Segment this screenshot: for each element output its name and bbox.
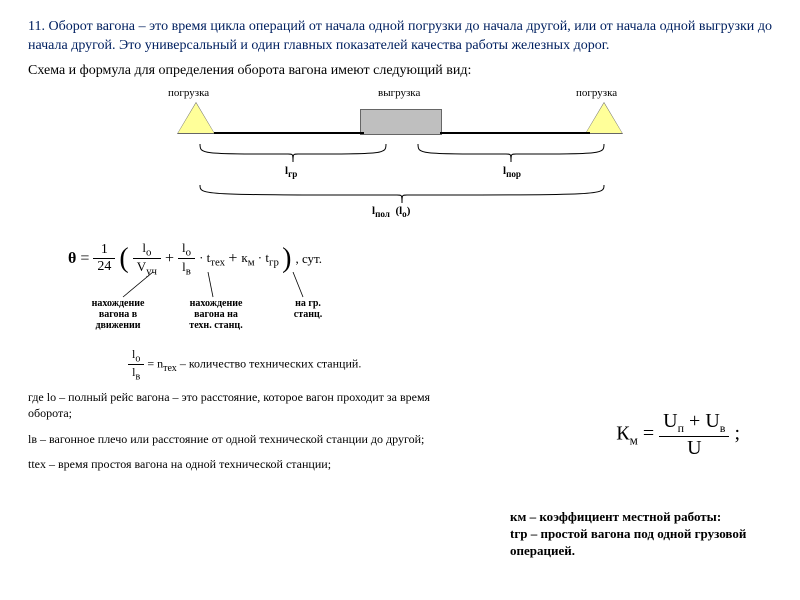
tech-stations-formula: lo lв = nтех – количество технических ст… [128,347,772,383]
tgr-sub: гр [269,257,279,269]
a2l1: нахождение [176,298,256,309]
label-lpor: lпор [503,165,521,179]
annot-tech: нахождение вагона на техн. станц. [176,298,256,331]
km-Ur: U [705,410,719,432]
plus2: + [228,249,237,266]
rt-tgr: tгр – простой вагона под одной грузовой … [510,526,770,560]
label-lgr: lгр [285,165,297,179]
sub-paragraph: Схема и формула для определения оборота … [28,62,772,81]
lo-n2-sub: o [186,246,191,258]
plus1: + [165,249,174,266]
definitions-block: где lо – полный рейс вагона – это рассто… [28,390,448,472]
a1l3: движении [78,320,158,331]
line-right [440,132,590,134]
a1l1: нахождение [78,298,158,309]
theta-sym: θ [68,249,76,266]
ts-num-sub: o [135,353,140,364]
ts-nsub: тех [163,363,177,374]
num-1: 1 [93,242,115,259]
lo-n-sub: o [146,246,151,258]
km-Ur-sub: в [720,421,726,435]
ttex: · t [199,250,210,265]
km-Ul-sub: п [678,421,684,435]
formula-theta: θ = 1 24 ( lo Vуч + lo lв · tтех + км · … [68,232,498,337]
km-Ksub: м [630,433,638,448]
rt-km: км – коэффициент местной работы: [510,509,770,526]
label-load-left: погрузка [168,87,209,99]
l-pol-sub: пол [375,209,390,219]
ts-rhs: – количество технических станций. [180,356,362,370]
km-eq: = [643,423,654,445]
eq1: = [80,249,89,266]
def-lv: lв – вагонное плечо или расстояние от од… [28,432,448,448]
a1l2: вагона в [78,309,158,320]
unit-sut: , сут. [295,250,322,265]
ts-eq: = n [147,356,163,370]
km-sub: м [248,257,255,269]
a3l2: станц. [278,309,338,320]
right-definitions: км – коэффициент местной работы: tгр – п… [510,509,770,560]
ttex-sub: тех [210,257,225,269]
rparen: ) [282,243,291,274]
km-formula: Км = Uп + Uв U ; [616,410,740,460]
label-lpol: lпол (lo) [372,205,410,219]
wagon-diagram: погрузка выгрузка погрузка lгр lпор lпол… [120,87,680,222]
km-den: U [659,437,729,460]
label-unload: выгрузка [378,87,420,99]
a2l2: вагона на [176,309,256,320]
def-lo: где lо – полный рейс вагона – это рассто… [28,390,448,421]
a3l1: на гр. [278,298,338,309]
annot-gr: на гр. станц. [278,298,338,320]
rect-unload-icon [360,109,442,135]
triangle-left-icon [178,103,214,133]
line-left [214,132,364,134]
l-por-sub: пор [506,169,521,179]
a2l3: техн. станц. [176,320,256,331]
def-ttex: ttex – время простоя вагона на одной тех… [28,457,448,473]
km-Ul: U [663,410,677,432]
triangle-right-icon [586,103,622,133]
lparen: ( [119,243,128,274]
km-semi: ; [734,423,740,445]
km-plus: + [689,410,700,432]
km-K: К [616,423,629,445]
tgr: · t [258,250,269,265]
l-gr-sub: гр [288,169,297,179]
l-o-sub: o [402,209,407,219]
label-load-right: погрузка [576,87,617,99]
title-paragraph: 11. Оборот вагона – это время цикла опер… [28,18,772,56]
annot-motion: нахождение вагона в движении [78,298,158,331]
ts-den-sub: в [135,371,140,382]
